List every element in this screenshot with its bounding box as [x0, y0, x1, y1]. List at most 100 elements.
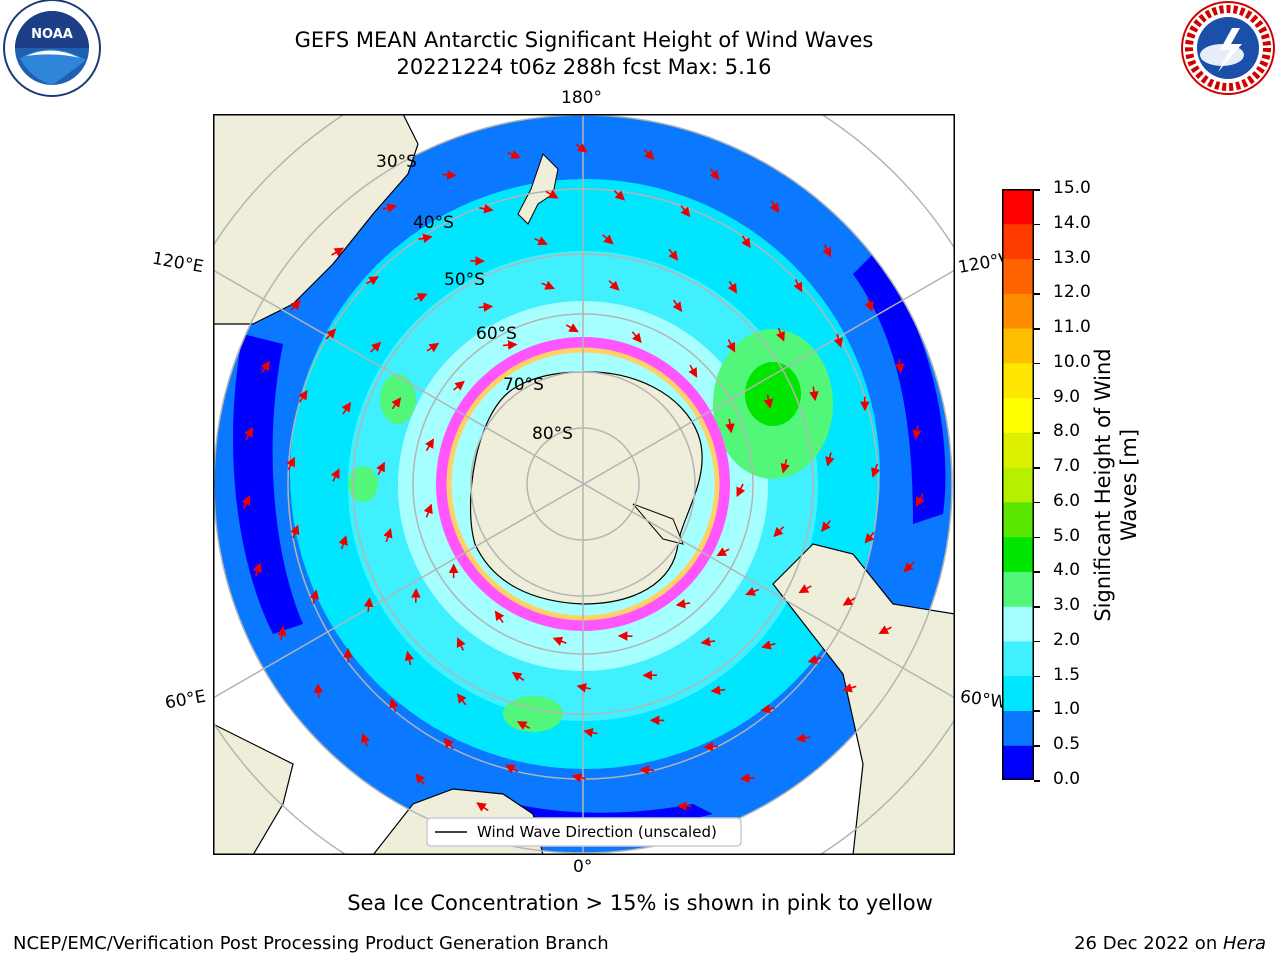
wind-wave-arrow — [541, 280, 555, 290]
wind-wave-arrow — [571, 773, 587, 783]
wind-wave-arrow — [478, 302, 494, 312]
colorbar-tick-mark — [1034, 293, 1040, 295]
colorbar-swatch — [1002, 571, 1034, 607]
colorbar-tick-label: 0.5 — [1053, 734, 1081, 755]
wind-wave-arrow — [252, 562, 262, 577]
wind-wave-arrow — [575, 143, 588, 153]
wind-wave-arrow — [842, 683, 857, 693]
colorbar-swatch — [1002, 432, 1034, 468]
wind-wave-arrow — [370, 341, 382, 353]
colorbar-tick-label: 12.0 — [1053, 282, 1091, 303]
map-title: GEFS MEAN Antarctic Significant Height o… — [294, 28, 874, 52]
wind-wave-arrow — [290, 300, 302, 311]
colorbar-tick-mark — [1034, 710, 1040, 712]
colorbar-swatch — [1002, 293, 1034, 329]
wind-wave-arrow — [443, 737, 454, 750]
colorbar-tick-mark — [1034, 780, 1040, 782]
wind-wave-arrow — [680, 205, 691, 218]
wind-wave-arrow — [710, 685, 726, 696]
colorbar-tick-label: 9.0 — [1053, 386, 1081, 407]
wind-wave-arrow — [338, 535, 348, 550]
wind-wave-arrow — [821, 520, 831, 532]
wind-wave-arrow — [244, 426, 253, 441]
wind-wave-arrow — [739, 773, 755, 783]
colorbar-tick-mark — [1034, 223, 1040, 226]
lon-label-60e: 60°E — [163, 686, 208, 714]
wind-wave-arrow — [741, 235, 751, 249]
colorbar-tick-mark — [1034, 501, 1040, 504]
colorbar-tick-mark — [1034, 189, 1040, 191]
colorbar-swatch — [1002, 258, 1034, 294]
wind-wave-arrow — [341, 401, 351, 415]
wind-wave-arrow — [494, 610, 505, 624]
colorbar-tick-label: 13.0 — [1053, 247, 1091, 268]
wind-wave-arrow — [915, 493, 925, 507]
colorbar-tick-mark — [1034, 258, 1040, 261]
wind-wave-arrow — [761, 640, 776, 650]
colorbar-swatch — [1002, 467, 1034, 503]
colorbar-tick-label: 10.0 — [1053, 351, 1091, 372]
wind-wave-arrow — [727, 280, 737, 294]
colorbar-swatch — [1002, 501, 1034, 538]
wind-wave-arrow — [325, 328, 337, 340]
colorbar-tick-mark — [1034, 432, 1040, 434]
wind-wave-arrow — [442, 170, 457, 180]
wind-wave-arrow — [769, 200, 780, 214]
wind-wave-arrow — [286, 456, 295, 471]
wind-wave-arrow — [479, 204, 494, 214]
wind-wave-arrow — [415, 773, 426, 786]
colorbar-swatch — [1002, 362, 1034, 399]
wind-wave-arrow — [864, 531, 875, 544]
colorbar-swatch — [1002, 536, 1034, 572]
wind-wave-arrow — [894, 359, 905, 374]
nws-logo — [1181, 1, 1275, 95]
footer-date: 26 Dec 2022 on Hera — [1074, 933, 1266, 954]
wind-wave-arrow — [871, 463, 881, 478]
wind-wave-arrow — [773, 526, 785, 538]
colorbar-tick-label: 7.0 — [1053, 456, 1081, 477]
colorbar-label-line1: Significant Height of Wind — [1091, 348, 1115, 622]
colorbar-tick-mark — [1034, 606, 1040, 608]
colorbar-tick-label: 11.0 — [1053, 317, 1091, 338]
wind-wave-arrow — [382, 203, 398, 213]
lon-label-0: 0° — [573, 857, 593, 877]
colorbar-tick-mark — [1034, 536, 1040, 539]
wind-wave-arrow — [424, 438, 435, 452]
wind-wave-arrow — [631, 331, 642, 344]
wind-wave-arrow — [602, 234, 614, 245]
wind-wave-arrow — [511, 671, 525, 682]
colorbar-tick-mark — [1034, 675, 1040, 678]
wind-wave-arrow — [703, 741, 719, 752]
wind-wave-arrow — [833, 333, 843, 348]
wind-wave-arrow — [780, 459, 790, 474]
wind-wave-arrow — [552, 636, 567, 646]
sea-ice-caption: Sea Ice Concentration > 15% is shown in … — [347, 891, 933, 915]
colorbar-tick-label: 8.0 — [1053, 421, 1081, 442]
wind-wave-arrow — [700, 636, 716, 647]
footer-date-text: 26 Dec 2022 on — [1074, 933, 1223, 954]
wind-wave-arrow — [534, 236, 548, 246]
colorbar-swatch — [1002, 675, 1034, 711]
wind-wave-arrow — [505, 764, 519, 774]
colorbar — [1002, 189, 1034, 780]
wind-wave-arrow — [688, 364, 698, 378]
wind-wave-direction-arrows — [241, 143, 925, 812]
colorbar-swatch — [1002, 606, 1034, 642]
wind-wave-arrow — [613, 190, 626, 201]
wind-wave-arrow — [376, 461, 385, 476]
wind-wave-arrow — [456, 693, 467, 706]
wind-wave-arrow — [809, 386, 819, 402]
wind-wave-arrow — [639, 765, 654, 775]
colorbar-tick-label: 5.0 — [1053, 525, 1081, 546]
map-subtitle: 20221224 t06z 288h fcst Max: 5.16 — [396, 55, 772, 79]
wind-wave-arrow — [842, 596, 856, 606]
wind-wave-arrow — [391, 397, 402, 410]
polar-map: Wind Wave Direction (unscaled) — [213, 114, 955, 855]
wind-wave-arrow — [426, 342, 440, 353]
wind-wave-arrow — [576, 683, 591, 693]
wind-wave-arrow — [565, 323, 579, 333]
wind-wave-arrow — [309, 589, 320, 604]
lat-label-70s: 70°S — [503, 375, 544, 395]
colorbar-tick-mark — [1034, 640, 1040, 643]
wind-wave-arrow — [608, 280, 620, 291]
